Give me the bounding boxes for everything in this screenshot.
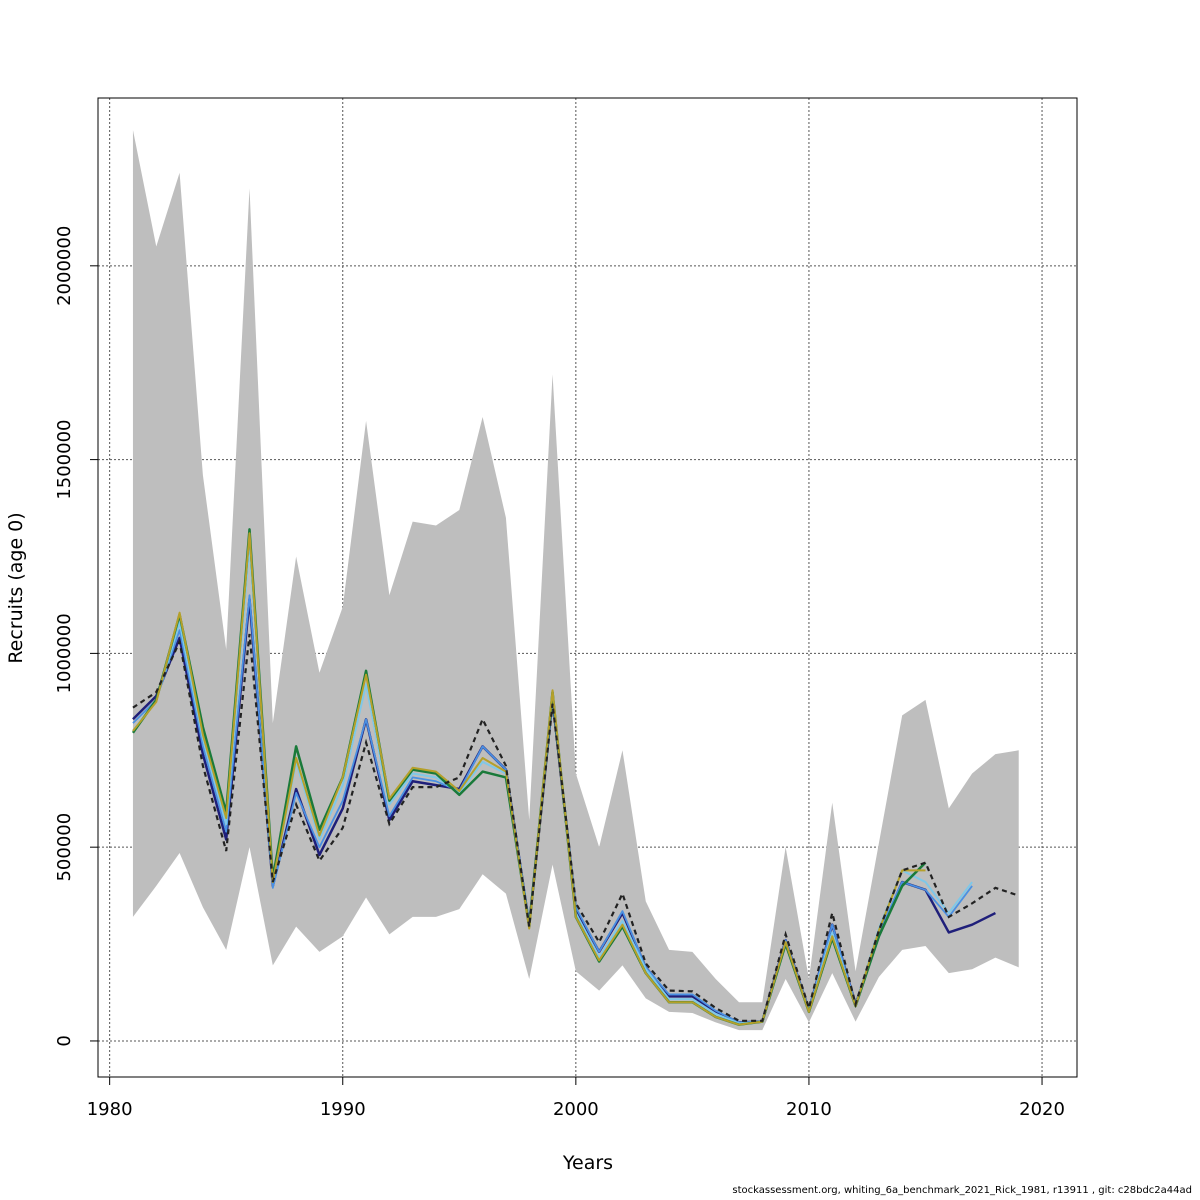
y-tick-label: 500000 [54,813,75,882]
confidence-band-group [132,130,1019,1031]
x-axis: 1980 1990 2000 2010 2020 [87,1076,1065,1120]
y-tick-label: 2000000 [54,226,75,306]
series-lines [131,528,1020,1026]
y-tick-label: 0 [54,1035,75,1046]
x-tick-label: 2020 [1019,1099,1065,1120]
series-line-5 [132,633,1020,1022]
x-axis-title: Years [562,1152,613,1174]
footer-credit: stockassessment.org, whiting_6a_benchmar… [732,1185,1192,1196]
y-tick-label: 1500000 [54,420,75,500]
series-line-4 [132,532,926,1026]
x-tick-label: 1990 [320,1099,366,1120]
confidence-band [132,130,1019,1031]
x-tick-label: 1980 [87,1099,133,1120]
y-axis-title: Recruits (age 0) [5,512,27,663]
y-tick-label: 1000000 [54,613,75,693]
y-axis: 0 500000 1000000 1500000 2000000 [54,226,99,1047]
x-tick-label: 2010 [786,1099,832,1120]
x-tick-label: 2000 [553,1099,599,1120]
